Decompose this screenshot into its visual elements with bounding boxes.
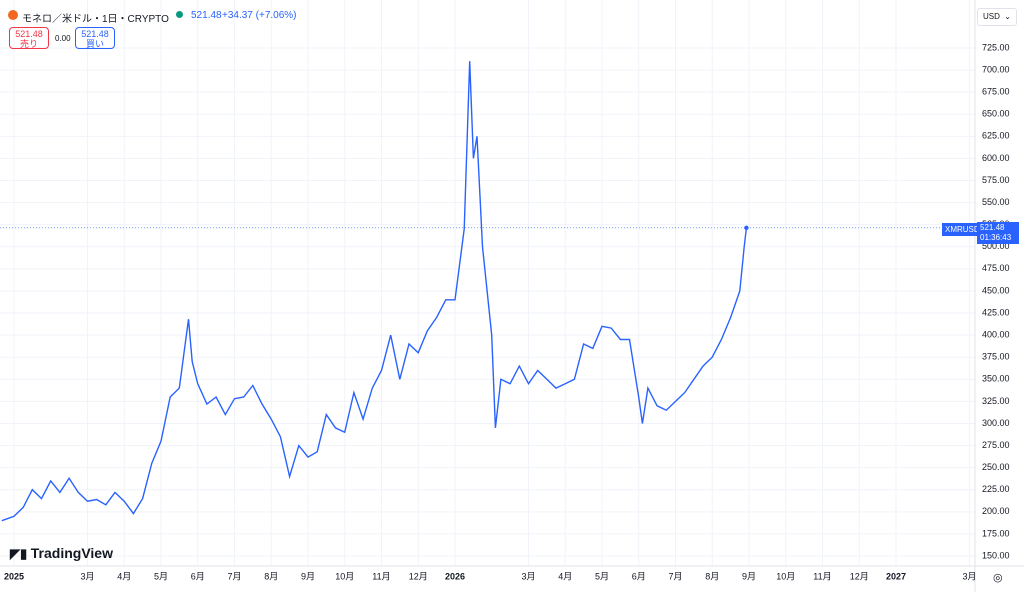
y-tick-label: 500.00 bbox=[982, 241, 1010, 251]
y-tick-label: 400.00 bbox=[982, 330, 1010, 340]
x-tick-label: 5月 bbox=[154, 571, 168, 581]
buy-button[interactable]: 521.48 買い bbox=[75, 27, 115, 49]
y-tick-label: 650.00 bbox=[982, 109, 1010, 119]
x-tick-label: 3月 bbox=[962, 571, 976, 581]
currency: USD bbox=[983, 12, 1000, 21]
header-change: +34.37 (+7.06%) bbox=[222, 10, 297, 21]
x-tick-label: 12月 bbox=[850, 571, 869, 581]
x-tick-label: 2025 bbox=[4, 571, 24, 581]
y-tick-label: 350.00 bbox=[982, 374, 1010, 384]
countdown: 01:36:43 bbox=[980, 233, 1012, 242]
x-tick-label: 11月 bbox=[813, 571, 831, 581]
y-tick-label: 200.00 bbox=[982, 506, 1010, 516]
x-tick-label: 4月 bbox=[117, 571, 131, 581]
x-tick-label: 4月 bbox=[558, 571, 572, 581]
x-tick-label: 3月 bbox=[80, 571, 94, 581]
x-tick-label: 2027 bbox=[886, 571, 906, 581]
y-tick-label: 700.00 bbox=[982, 64, 1010, 74]
sell-price: 521.48 bbox=[15, 29, 43, 39]
y-tick-label: 600.00 bbox=[982, 153, 1010, 163]
x-tick-label: 5月 bbox=[595, 571, 609, 581]
coin-icon bbox=[8, 10, 18, 20]
x-tick-label: 10月 bbox=[776, 571, 795, 581]
y-tick-label: 275.00 bbox=[982, 440, 1010, 450]
y-tick-label: 475.00 bbox=[982, 263, 1010, 273]
sell-label: 売り bbox=[19, 39, 38, 49]
currency-select[interactable]: USD ⌄ bbox=[977, 8, 1017, 26]
y-tick-label: 575.00 bbox=[982, 175, 1010, 185]
price-line bbox=[1, 61, 748, 522]
x-tick-label: 3月 bbox=[521, 571, 535, 581]
x-tick-label: 10月 bbox=[335, 571, 354, 581]
y-tick-label: 450.00 bbox=[982, 285, 1010, 295]
x-tick-label: 6月 bbox=[191, 571, 205, 581]
x-tick-label: 9月 bbox=[742, 571, 756, 581]
y-tick-label: 250.00 bbox=[982, 462, 1010, 472]
market-status bbox=[176, 11, 183, 18]
y-tick-label: 175.00 bbox=[982, 528, 1010, 538]
symbol-title[interactable]: モネロ／米ドル・1日・CRYPTO bbox=[22, 14, 169, 25]
spread: 0.00 bbox=[55, 34, 71, 43]
symbol-tag: XMRUSD bbox=[942, 223, 983, 236]
y-tick-label: 325.00 bbox=[982, 396, 1010, 406]
y-tick-label: 550.00 bbox=[982, 197, 1010, 207]
sell-button[interactable]: 521.48 売り bbox=[9, 27, 49, 49]
y-tick-label: 425.00 bbox=[982, 307, 1010, 317]
header-price: 521.48 bbox=[191, 10, 222, 21]
y-tick-label: 300.00 bbox=[982, 418, 1010, 428]
price-tag-price: 521.48 bbox=[980, 223, 1005, 232]
x-tick-label: 8月 bbox=[705, 571, 719, 581]
buy-label: 買い bbox=[85, 39, 104, 49]
logo: ◤▮ TradingView bbox=[10, 545, 113, 561]
x-tick-label: 12月 bbox=[409, 571, 428, 581]
x-tick-label: 8月 bbox=[264, 571, 278, 581]
x-tick-label: 9月 bbox=[301, 571, 315, 581]
last-point bbox=[744, 225, 749, 230]
x-tick-label: 11月 bbox=[372, 571, 390, 581]
y-tick-label: 375.00 bbox=[982, 352, 1010, 362]
y-tick-label: 225.00 bbox=[982, 484, 1010, 494]
x-tick-label: 7月 bbox=[227, 571, 241, 581]
logo-text: TradingView bbox=[30, 545, 113, 561]
y-tick-label: 725.00 bbox=[982, 42, 1010, 52]
settings-icon[interactable]: ◎ bbox=[993, 572, 1003, 584]
x-tick-label: 7月 bbox=[668, 571, 682, 581]
y-tick-label: 625.00 bbox=[982, 131, 1010, 141]
x-tick-label: 2026 bbox=[445, 571, 465, 581]
y-tick-label: 675.00 bbox=[982, 87, 1010, 97]
x-tick-label: 6月 bbox=[632, 571, 646, 581]
y-tick-label: 150.00 bbox=[982, 550, 1010, 560]
price-tag: 521.48 01:36:43 bbox=[977, 222, 1019, 244]
buy-price: 521.48 bbox=[81, 29, 109, 39]
